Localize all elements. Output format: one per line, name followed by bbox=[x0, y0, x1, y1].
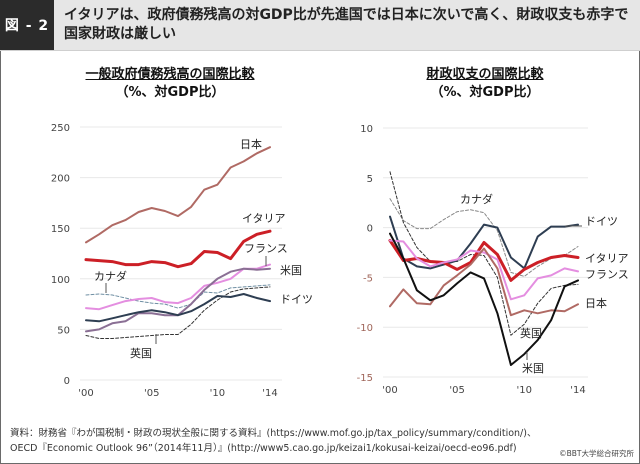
left-chart-title: 一般政府債務残高の国際比較 bbox=[85, 67, 255, 82]
headline: イタリアは、政府債務残高の対GDP比が先進国では日本に次いで高く、財政収支も赤字… bbox=[64, 7, 629, 42]
series-label: 日本 bbox=[585, 296, 607, 310]
y-tick-label: 250 bbox=[51, 123, 70, 134]
source-footer: 資料：財務省『わが国税制・財政の現状全般に関する資料』(https://www.… bbox=[10, 426, 630, 456]
left-chart-subtitle: （%、対GDP比） bbox=[115, 85, 225, 100]
x-tick-label: '05 bbox=[144, 388, 159, 399]
series-line-カナダ bbox=[389, 198, 579, 277]
series-line-日本 bbox=[389, 247, 579, 317]
y-tick-label: 100 bbox=[51, 275, 70, 286]
y-tick-label: 0 bbox=[367, 224, 373, 235]
y-tick-label: 200 bbox=[51, 174, 70, 185]
series-line-イタリア bbox=[84, 229, 272, 269]
series-label: 米国 bbox=[280, 264, 302, 277]
series-line-フランス bbox=[389, 239, 579, 301]
source-line-2: OECD『Economic Outlook 96”（2014年11月）』(htt… bbox=[10, 443, 517, 454]
series-label: イタリア bbox=[242, 212, 286, 225]
left-chart-debt: 0 50 100 150 200 250 '00 '05 '10 '14 日本イタリアフランス米国ド… bbox=[51, 123, 313, 399]
y-tick-label: 150 bbox=[51, 224, 70, 235]
series-line-米国 bbox=[389, 232, 579, 366]
series-label: フランス bbox=[585, 268, 629, 281]
series-label: フランス bbox=[244, 242, 288, 255]
x-tick-label: '00 bbox=[78, 388, 93, 399]
source-line-1: 資料：財務省『わが国税制・財政の現状全般に関する資料』(https://www.… bbox=[10, 428, 537, 439]
series-line-イタリア bbox=[388, 239, 580, 282]
right-chart-title-block: 財政収支の国際比較 （%、対GDP比） bbox=[350, 66, 620, 102]
series-label: イタリア bbox=[585, 252, 629, 265]
left-chart-title-block: 一般政府債務残高の国際比較 （%、対GDP比） bbox=[40, 66, 300, 102]
series-label: 米国 bbox=[522, 362, 544, 375]
y-tick-label: -10 bbox=[357, 323, 373, 334]
x-tick-label: '05 bbox=[449, 385, 464, 396]
series-label: 英国 bbox=[130, 346, 152, 360]
right-chart-subtitle: （%、対GDP比） bbox=[430, 85, 540, 100]
y-tick-label: -15 bbox=[357, 373, 373, 384]
x-tick-label: '00 bbox=[382, 385, 397, 396]
series-label: カナダ bbox=[460, 192, 493, 206]
x-tick-label: '10 bbox=[517, 385, 532, 396]
figure-label: 図 - 2 bbox=[0, 0, 54, 50]
series-label: カナダ bbox=[94, 269, 127, 283]
y-tick-label: 10 bbox=[360, 124, 373, 135]
series-label: ドイツ bbox=[585, 215, 618, 228]
y-tick-label: 50 bbox=[57, 325, 70, 336]
series-line-日本 bbox=[85, 146, 271, 244]
series-label: 日本 bbox=[240, 137, 262, 151]
x-tick-label: '10 bbox=[210, 388, 225, 399]
series-line-英国 bbox=[85, 286, 271, 339]
series-label: 英国 bbox=[520, 326, 542, 340]
series-label: ドイツ bbox=[280, 293, 313, 306]
y-tick-label: -5 bbox=[363, 273, 373, 284]
series-line-フランス bbox=[85, 263, 271, 311]
copyright-credit: ©BBT大学総合研究所 bbox=[559, 449, 634, 458]
series-line-ドイツ bbox=[389, 215, 579, 270]
header-bar: 図 - 2 イタリアは、政府債務残高の対GDP比が先進国では日本に次いで高く、財… bbox=[0, 0, 640, 51]
series-line-ドイツ bbox=[85, 293, 271, 323]
right-chart-balance: -15 -10 -5 0 5 10 '00 '05 '10 '14 カナダドイツイタリアフランス日本… bbox=[357, 124, 629, 396]
x-tick-label: '14 bbox=[570, 385, 585, 396]
right-chart-title: 財政収支の国際比較 bbox=[426, 67, 544, 82]
y-tick-label: 5 bbox=[367, 174, 373, 185]
series-line-英国 bbox=[389, 171, 579, 336]
y-tick-label: 0 bbox=[64, 376, 70, 387]
x-tick-label: '14 bbox=[262, 388, 277, 399]
series-line-カナダ bbox=[85, 284, 271, 309]
